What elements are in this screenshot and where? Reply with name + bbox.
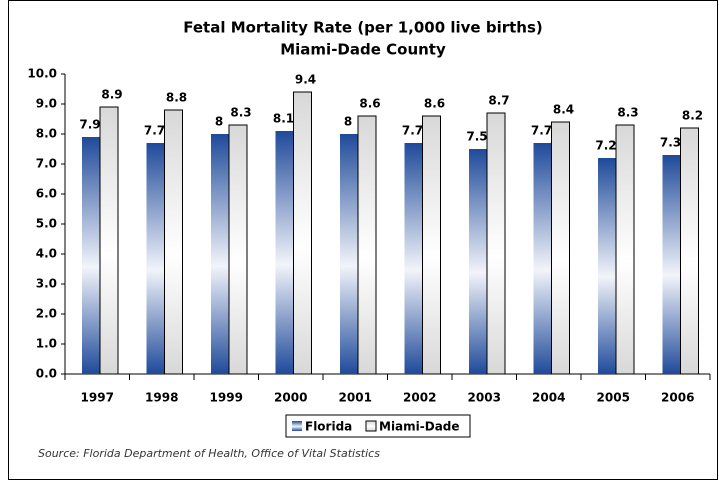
x-tick-label: 1997 xyxy=(81,391,114,405)
y-tick-label: 10.0 xyxy=(27,67,57,81)
value-label: 9.4 xyxy=(295,73,316,87)
x-tick-label: 2000 xyxy=(274,391,307,405)
chart-title: Fetal Mortality Rate (per 1,000 live bir… xyxy=(183,19,543,37)
bar xyxy=(211,134,229,374)
bar xyxy=(99,106,119,375)
y-tick-label: 5.0 xyxy=(36,217,57,231)
bar xyxy=(404,143,423,374)
bar xyxy=(293,91,312,375)
legend-label: Miami-Dade xyxy=(379,420,460,434)
value-label: 8.2 xyxy=(682,109,703,123)
value-label: 8.7 xyxy=(488,94,509,108)
x-tick-label: 2002 xyxy=(403,391,436,405)
value-label: 8 xyxy=(215,115,223,129)
bar xyxy=(615,124,635,375)
legend-swatch xyxy=(292,421,302,431)
legend-label: Florida xyxy=(305,420,352,434)
bar xyxy=(228,124,248,375)
x-tick-label: 2004 xyxy=(532,391,565,405)
value-label: 7.7 xyxy=(144,124,165,138)
bar xyxy=(146,143,165,374)
value-label: 8.8 xyxy=(166,91,187,105)
bar xyxy=(275,131,294,374)
source-note: Source: Florida Department of Health, Of… xyxy=(38,447,380,460)
value-label: 7.7 xyxy=(531,124,552,138)
value-label: 7.3 xyxy=(660,136,681,150)
bar xyxy=(82,137,100,374)
y-tick-label: 2.0 xyxy=(36,307,57,321)
y-tick-label: 6.0 xyxy=(36,187,57,201)
x-tick-label: 2005 xyxy=(597,391,630,405)
y-tick-label: 7.0 xyxy=(36,157,57,171)
x-tick-label: 2006 xyxy=(661,391,694,405)
bar xyxy=(164,109,183,375)
bar xyxy=(533,143,552,374)
y-tick-label: 3.0 xyxy=(36,277,57,291)
legend-box xyxy=(285,414,471,438)
y-tick-label: 8.0 xyxy=(36,127,57,141)
x-tick-label: 2003 xyxy=(468,391,501,405)
x-tick-label: 1998 xyxy=(145,391,178,405)
value-label: 7.2 xyxy=(595,139,616,153)
bar xyxy=(469,149,487,374)
bar xyxy=(680,127,699,375)
bar xyxy=(551,121,570,375)
value-label: 8.4 xyxy=(553,103,574,117)
x-tick-label: 1999 xyxy=(210,391,243,405)
value-label: 8.1 xyxy=(273,112,294,126)
y-tick-label: 1.0 xyxy=(36,337,57,351)
value-label: 8.3 xyxy=(230,106,251,120)
value-label: 7.7 xyxy=(402,124,423,138)
value-label: 8.6 xyxy=(424,97,445,111)
bar xyxy=(422,115,441,375)
bar xyxy=(357,115,377,375)
value-label: 7.9 xyxy=(79,118,100,132)
legend-swatch xyxy=(365,420,377,432)
y-tick-label: 4.0 xyxy=(36,247,57,261)
value-label: 8.3 xyxy=(617,106,638,120)
bar xyxy=(340,134,358,374)
bar xyxy=(598,158,616,374)
y-tick-label: 0.0 xyxy=(36,367,57,381)
y-tick-label: 9.0 xyxy=(36,97,57,111)
value-label: 8.9 xyxy=(101,88,122,102)
value-label: 7.5 xyxy=(466,130,487,144)
x-tick-label: 2001 xyxy=(339,391,372,405)
value-label: 8.6 xyxy=(359,97,380,111)
bar xyxy=(662,155,681,374)
value-label: 8 xyxy=(344,115,352,129)
chart-subtitle: Miami-Dade County xyxy=(280,41,446,59)
bar xyxy=(486,112,506,375)
